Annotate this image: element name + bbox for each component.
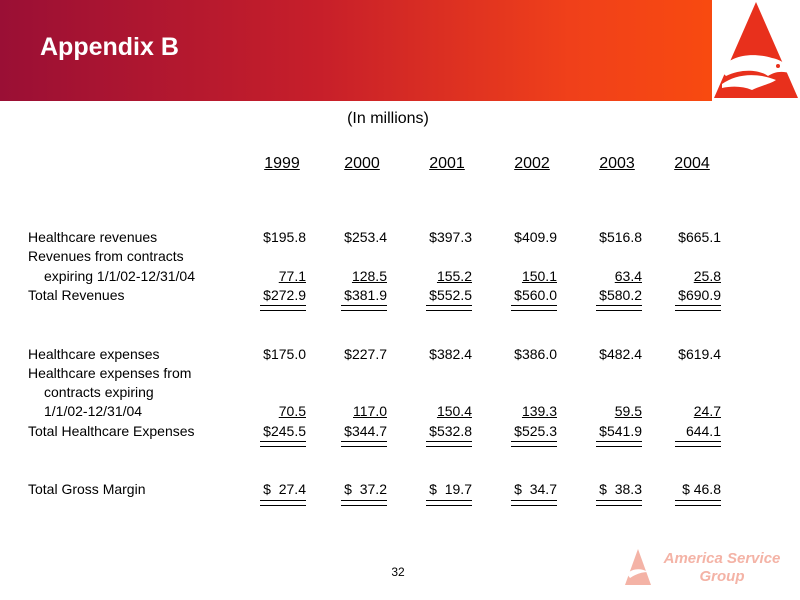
double-underline <box>675 305 721 311</box>
year-header: 2004 <box>674 155 710 172</box>
total_rev-value: $690.9 <box>678 287 721 303</box>
hc_rev-value: $195.8 <box>263 229 306 245</box>
row-label: Healthcare expenses from <box>28 365 192 381</box>
double-underline <box>511 500 557 506</box>
year-header: 2001 <box>429 155 465 172</box>
total_rev-value: $580.2 <box>599 287 642 303</box>
total_rev-value: $272.9 <box>263 287 306 303</box>
row-label: Total Gross Margin <box>28 481 146 497</box>
page-number: 32 <box>391 565 405 579</box>
total_exp-value: $525.3 <box>514 423 557 439</box>
total_rev-value: $552.5 <box>429 287 472 303</box>
double-underline <box>511 305 557 311</box>
double-underline <box>426 441 472 447</box>
total_rev-value: $381.9 <box>344 287 387 303</box>
hc_exp-value: $382.4 <box>429 346 472 362</box>
double-underline <box>675 441 721 447</box>
double-underline <box>596 305 642 311</box>
margin-value: $ 37.2 <box>344 481 387 497</box>
row-label: Healthcare revenues <box>28 229 158 245</box>
rev_contracts-value: 155.2 <box>436 268 472 284</box>
hc_exp-value: $482.4 <box>599 346 642 362</box>
row-label: contracts expiring <box>44 384 154 400</box>
year-header: 2003 <box>599 155 635 172</box>
total_rev-value: $560.0 <box>514 287 557 303</box>
double-underline <box>596 500 642 506</box>
row-label: Total Healthcare Expenses <box>28 423 195 439</box>
year-header: 2002 <box>514 155 550 172</box>
margin-value: $ 46.8 <box>682 481 721 497</box>
margin-value: $ 38.3 <box>599 481 642 497</box>
double-underline <box>341 500 387 506</box>
exp_contracts-value: 117.0 <box>353 403 387 419</box>
row-label: expiring 1/1/02-12/31/04 <box>44 268 195 284</box>
double-underline <box>511 441 557 447</box>
hc_rev-value: $516.8 <box>599 229 642 245</box>
double-underline <box>341 441 387 447</box>
exp_contracts-value: 150.4 <box>436 403 472 419</box>
double-underline <box>596 441 642 447</box>
rev_contracts-value: 25.8 <box>693 268 721 284</box>
total_exp-value: $245.5 <box>263 423 306 439</box>
year-header: 1999 <box>264 155 300 172</box>
double-underline <box>260 305 306 311</box>
total_exp-value: $532.8 <box>429 423 472 439</box>
exp_contracts-value: 59.5 <box>614 403 642 419</box>
page-title: Appendix B <box>40 33 179 61</box>
brand-name: America Service Group <box>652 550 792 586</box>
brand-eagle-icon <box>625 549 651 585</box>
brand-line-1: America Service <box>663 550 781 567</box>
total_exp-value: $541.9 <box>599 423 642 439</box>
hc_rev-value: $409.9 <box>514 229 557 245</box>
row-label: Revenues from contracts <box>28 248 184 264</box>
double-underline <box>426 500 472 506</box>
hc_exp-value: $175.0 <box>263 346 306 362</box>
hc_exp-value: $386.0 <box>514 346 557 362</box>
hc_rev-value: $665.1 <box>678 229 721 245</box>
units-label: (In millions) <box>347 110 429 127</box>
exp_contracts-value: 70.5 <box>278 403 306 419</box>
hc_exp-value: $619.4 <box>678 346 721 362</box>
double-underline <box>341 305 387 311</box>
rev_contracts-value: 128.5 <box>351 268 387 284</box>
margin-value: $ 27.4 <box>263 481 306 497</box>
row-label: 1/1/02-12/31/04 <box>44 403 143 419</box>
rev_contracts-value: 77.1 <box>278 268 306 284</box>
total_exp-value: 644.1 <box>685 423 721 439</box>
rev_contracts-value: 150.1 <box>521 268 557 284</box>
exp_contracts-value: 24.7 <box>693 403 721 419</box>
hc_rev-value: $253.4 <box>344 229 387 245</box>
total_exp-value: $344.7 <box>344 423 387 439</box>
double-underline <box>675 500 721 506</box>
rev_contracts-value: 63.4 <box>614 268 642 284</box>
double-underline <box>426 305 472 311</box>
row-label: Healthcare expenses <box>28 346 160 362</box>
eagle-logo-icon <box>712 0 800 101</box>
double-underline <box>260 441 306 447</box>
year-header: 2000 <box>344 155 380 172</box>
header-banner: Appendix B <box>0 0 712 101</box>
margin-value: $ 34.7 <box>514 481 557 497</box>
hc_rev-value: $397.3 <box>429 229 472 245</box>
hc_exp-value: $227.7 <box>344 346 387 362</box>
margin-value: $ 19.7 <box>429 481 472 497</box>
row-label: Total Revenues <box>28 287 125 303</box>
brand-line-2: Group <box>699 568 745 585</box>
double-underline <box>260 500 306 506</box>
exp_contracts-value: 139.3 <box>521 403 557 419</box>
